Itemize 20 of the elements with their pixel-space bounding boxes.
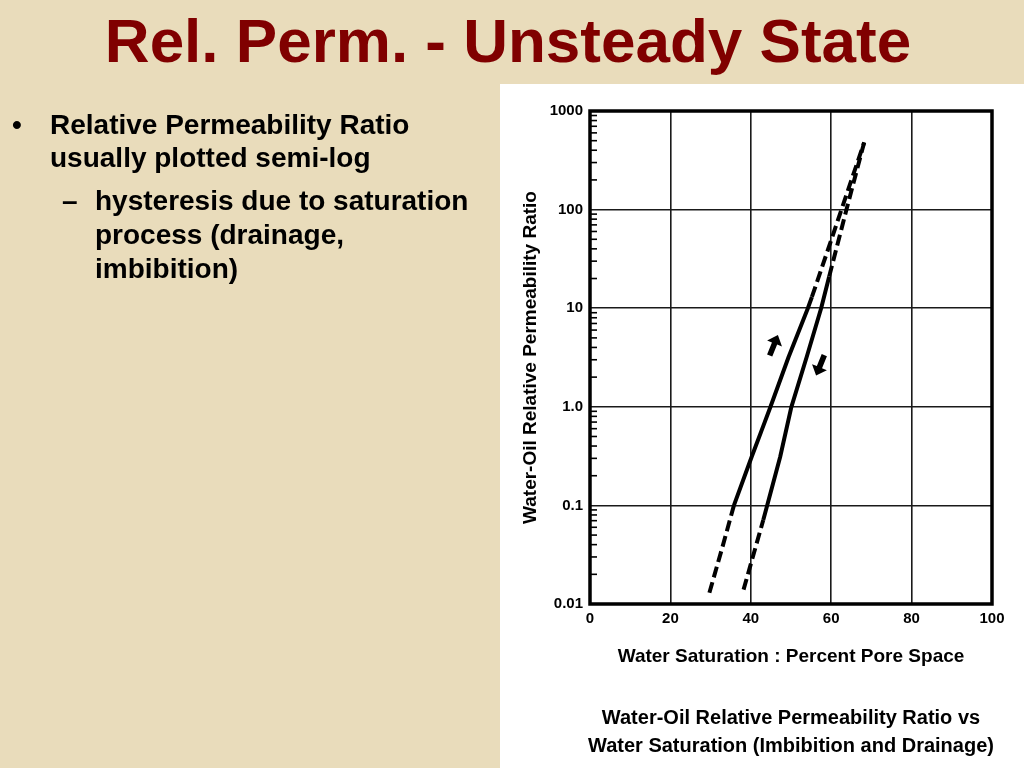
x-axis-title: Water Saturation : Percent Pore Space	[617, 644, 965, 666]
text: Relative Permeability Ratio usually plotted semi-log	[50, 108, 411, 174]
x-tick-label: 100	[979, 609, 1005, 627]
y-tick-label: 0.1	[562, 495, 583, 513]
x-tick-label: 0	[585, 609, 595, 627]
x-tick-label: 60	[822, 609, 840, 627]
x-tick-label: 80	[903, 609, 920, 627]
text: Water-Oil Relative Permeability Ratio vs Water Saturation (Imbibition and Drainage)	[587, 705, 995, 758]
y-axis-title: Water-Oil Relative Permeability Ratio	[518, 191, 540, 524]
text: –	[62, 184, 78, 218]
y-tick-label: 1000	[549, 101, 583, 119]
y-tick-label: 10	[566, 298, 583, 316]
text: hysteresis due to saturation process (drainage, imbibition)	[95, 184, 470, 286]
x-tick-label: 40	[742, 609, 760, 627]
y-tick-label: 100	[557, 199, 583, 217]
chart-title: Rel. Perm. - Unsteady State	[103, 6, 913, 75]
x-tick-label: 20	[662, 609, 679, 627]
y-tick-label: 1.0	[562, 396, 583, 414]
y-tick-label: 0.01	[553, 594, 583, 612]
text: •	[12, 108, 22, 141]
